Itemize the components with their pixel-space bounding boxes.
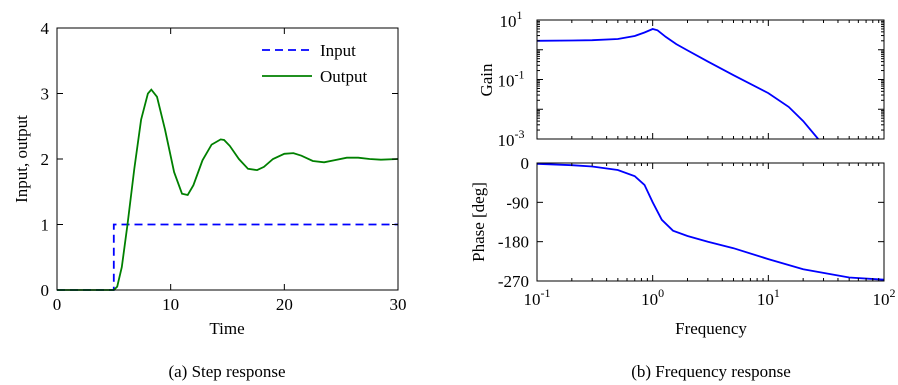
y-tick-label: 1 (41, 216, 50, 235)
y-tick-label: 10-3 (498, 127, 525, 150)
step-response-plot-area (57, 88, 399, 291)
step-response-ticks: 0 10 20 30 0 1 2 3 4 (41, 19, 407, 314)
y-tick-label: 101 (500, 8, 523, 31)
series-line-output (57, 88, 399, 291)
x-tick-label: 101 (757, 286, 780, 309)
y-tick-label: -270 (498, 272, 529, 291)
step-response-ylabel: Input, output (12, 115, 31, 203)
phase-plot-area (536, 163, 885, 281)
gain-curve (536, 28, 819, 140)
step-response-legend: Input Output (262, 41, 368, 86)
x-tick-label: 100 (641, 286, 664, 309)
x-tick-label: 0 (53, 295, 62, 314)
step-response-caption: (a) Step response (168, 362, 285, 381)
phase-curve (536, 163, 885, 281)
x-tick-label: 102 (873, 286, 896, 309)
y-tick-label: 0 (521, 154, 530, 173)
y-tick-label: 10-1 (498, 68, 525, 91)
y-tick-label: 3 (41, 85, 50, 104)
x-tick-label: 20 (276, 295, 293, 314)
y-tick-label: 2 (41, 150, 50, 169)
x-tick-label: 10 (162, 295, 179, 314)
gain-plot-area (536, 28, 819, 140)
gain-ticks: 101 10-1 10-3 (498, 8, 884, 150)
series-line-input (57, 223, 398, 291)
step-response-chart: 0 10 20 30 0 1 2 3 4 Time Input, output Input Out… (12, 19, 407, 381)
x-tick-label: 30 (390, 295, 407, 314)
legend-label-output: Output (320, 67, 368, 86)
step-response-xlabel: Time (209, 319, 244, 338)
y-tick-label: 0 (41, 281, 50, 300)
y-tick-label: 4 (41, 19, 50, 38)
x-tick-label: 10-1 (524, 286, 551, 309)
gain-axes-frame (536, 19, 885, 140)
y-tick-label: -90 (506, 193, 529, 212)
frequency-xlabel: Frequency (675, 319, 747, 338)
legend-label-input: Input (320, 41, 356, 60)
phase-axes-frame (536, 162, 885, 282)
y-tick-label: -180 (498, 233, 529, 252)
frequency-response-chart: 101 10-1 10-3 Gain 10-1 100 101 102 0 -90 -180 -2… (469, 8, 896, 381)
phase-ylabel: Phase [deg] (469, 182, 488, 262)
gain-ylabel: Gain (477, 63, 496, 97)
frequency-response-caption: (b) Frequency response (631, 362, 791, 381)
phase-ticks: 10-1 100 101 102 0 -90 -180 -270 (498, 154, 896, 309)
